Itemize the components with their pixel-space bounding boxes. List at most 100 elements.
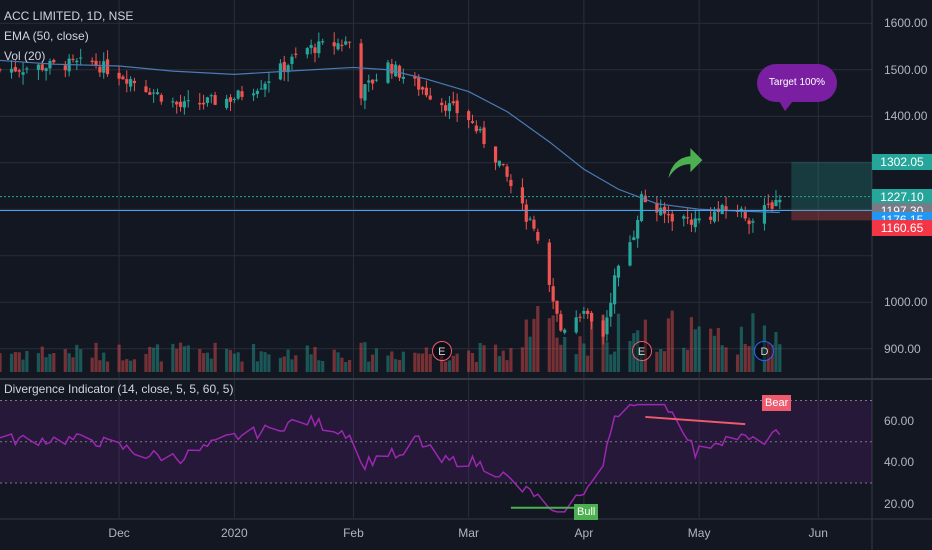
candle-body	[420, 87, 425, 90]
volume-bar	[374, 348, 379, 372]
volume-bar	[747, 346, 751, 372]
price-tag: 1227.10	[872, 188, 932, 205]
volume-bar	[186, 345, 190, 372]
volume-bar	[751, 313, 755, 372]
event-marker[interactable]: E	[431, 341, 452, 361]
candle-body	[52, 59, 56, 63]
volume-bar	[232, 353, 236, 372]
volume-bar	[198, 348, 202, 372]
volume-bar	[655, 351, 659, 372]
candle-body	[613, 275, 617, 305]
candle-body	[774, 199, 778, 207]
candle-body	[547, 242, 551, 285]
volume-bar	[152, 347, 156, 372]
price-tag: 1302.05	[872, 153, 932, 170]
candle-body	[129, 79, 133, 87]
candle-body	[451, 101, 455, 104]
volume-bar	[639, 352, 644, 372]
volume-bar	[305, 345, 309, 372]
volume-bar	[524, 319, 528, 372]
symbol-legend[interactable]: ACC LIMITED, 1D, NSE	[4, 9, 134, 23]
candle-body	[609, 302, 613, 317]
volume-bar	[209, 358, 213, 372]
candle-body	[36, 64, 41, 70]
vol-legend[interactable]: Vol (20)	[4, 49, 46, 63]
candle-body	[632, 237, 636, 241]
candle-body	[213, 95, 217, 105]
volume-bar	[716, 328, 720, 372]
candle-body	[94, 60, 98, 66]
time-tick-label: May	[687, 526, 711, 540]
volume-bar	[129, 360, 133, 372]
candle-body	[563, 329, 567, 333]
candle-body	[574, 317, 578, 333]
volume-bar	[536, 306, 540, 372]
volume-bar	[340, 357, 344, 372]
candle-body	[340, 44, 344, 46]
price-tag: 1160.65	[872, 219, 932, 236]
candle-body	[655, 202, 659, 213]
candle-body	[251, 93, 256, 96]
indicator-legend[interactable]: Divergence Indicator (14, close, 5, 5, 6…	[4, 382, 234, 396]
candle-body	[689, 219, 694, 225]
candle-body	[267, 81, 271, 83]
volume-bar	[332, 349, 336, 372]
volume-bar	[682, 347, 686, 372]
event-marker[interactable]: D	[754, 341, 775, 361]
volume-bar	[71, 357, 75, 372]
ema-line	[0, 59, 780, 214]
candle-body	[263, 83, 267, 90]
candle-body	[144, 86, 148, 93]
volume-bar	[394, 359, 398, 372]
candle-body	[747, 220, 751, 225]
volume-bar	[724, 347, 728, 372]
candle-body	[228, 97, 233, 102]
candle-body	[17, 70, 21, 72]
candle-body	[712, 211, 717, 222]
volume-bar	[17, 352, 21, 372]
volume-bar	[666, 318, 671, 372]
volume-bar	[424, 347, 428, 372]
volume-bar	[743, 343, 747, 372]
volume-bar	[397, 359, 402, 372]
event-marker[interactable]: E	[631, 341, 652, 361]
volume-bar	[36, 353, 41, 372]
volume-bar	[559, 344, 563, 372]
volume-bar	[259, 351, 263, 372]
candle-body	[98, 66, 102, 73]
volume-bar	[263, 352, 267, 372]
candle-body	[290, 56, 294, 64]
volume-bar	[159, 361, 163, 372]
candle-body	[440, 102, 444, 106]
candle-body	[616, 265, 621, 278]
volume-bar	[178, 342, 183, 372]
ema-legend[interactable]: EMA (50, close)	[4, 29, 89, 43]
volume-bar	[563, 336, 567, 372]
volume-bar	[420, 353, 425, 372]
time-tick-label: Mar	[458, 526, 479, 540]
candle-body	[628, 242, 632, 266]
volume-bar	[94, 342, 98, 372]
volume-bar	[213, 342, 217, 372]
candle-body	[401, 76, 405, 79]
volume-bar	[609, 354, 613, 372]
volume-bar	[344, 361, 348, 372]
volume-bar	[574, 354, 578, 372]
candle-body	[205, 97, 210, 103]
candle-body	[152, 92, 156, 94]
volume-bar	[467, 350, 471, 372]
indicator-tick-label: 40.00	[884, 455, 915, 470]
volume-bar	[547, 318, 551, 372]
target-callout[interactable]: Target 100%	[757, 64, 837, 111]
candle-body	[474, 125, 478, 132]
volume-bar	[21, 359, 25, 372]
volume-bar	[267, 354, 271, 372]
volume-bar	[501, 350, 505, 372]
candle-body	[102, 61, 106, 73]
volume-bar	[52, 352, 56, 372]
candle-body	[79, 57, 83, 59]
candle-body	[40, 64, 44, 71]
volume-bar	[447, 360, 452, 372]
volume-bar	[367, 361, 371, 372]
